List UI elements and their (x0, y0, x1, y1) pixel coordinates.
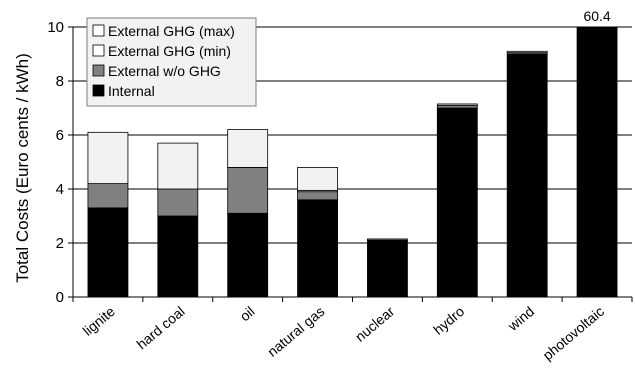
legend-swatch (92, 64, 105, 77)
legend-swatch (92, 84, 105, 97)
bar-segment (227, 212, 269, 298)
legend-swatch (92, 44, 105, 57)
bar-segment (87, 207, 129, 298)
y-tick-label: 4 (56, 181, 64, 198)
bar-segment (506, 50, 548, 54)
bar-segment (436, 107, 478, 298)
y-axis-label: Total Costs (Euro cents / kWh) (13, 53, 32, 283)
bar-segment (227, 166, 269, 214)
bar-segment (157, 142, 199, 190)
bar-segment (297, 191, 338, 201)
y-tick-label: 2 (56, 235, 64, 252)
legend-box (86, 17, 257, 107)
bar-segment (367, 239, 408, 298)
bar-segment (87, 183, 129, 209)
bar-segment (87, 131, 129, 185)
legend-swatch (92, 24, 105, 37)
bar-segment (367, 238, 408, 241)
bars (87, 26, 618, 298)
bar-segment (436, 104, 478, 109)
legend-entry: Internal (108, 83, 155, 99)
bar-segment (157, 188, 199, 217)
y-tick-label: 0 (56, 289, 64, 306)
legend-entry: External GHG (min) (108, 43, 231, 59)
y-tick-labels: 0 2 4 6 8 10 (47, 19, 64, 306)
bar-segment (506, 53, 548, 298)
annotations: 60.4 (583, 8, 610, 24)
bar-segment (576, 26, 618, 298)
bar-value-label: 60.4 (583, 8, 610, 24)
y-tick-label: 6 (56, 127, 64, 144)
bar-segment (297, 199, 338, 298)
y-tick-label: 8 (56, 73, 64, 90)
bar-segment (297, 166, 338, 191)
bar-segment (157, 215, 199, 298)
legend-entry: External w/o GHG (108, 63, 221, 79)
y-tick-label: 10 (47, 19, 64, 36)
axes (72, 27, 633, 302)
bar-segment (227, 129, 269, 168)
legend-entry: External GHG (max) (108, 23, 235, 39)
bar-segment (436, 103, 478, 106)
legend: External GHG (max) External GHG (min) Exte… (86, 17, 257, 107)
